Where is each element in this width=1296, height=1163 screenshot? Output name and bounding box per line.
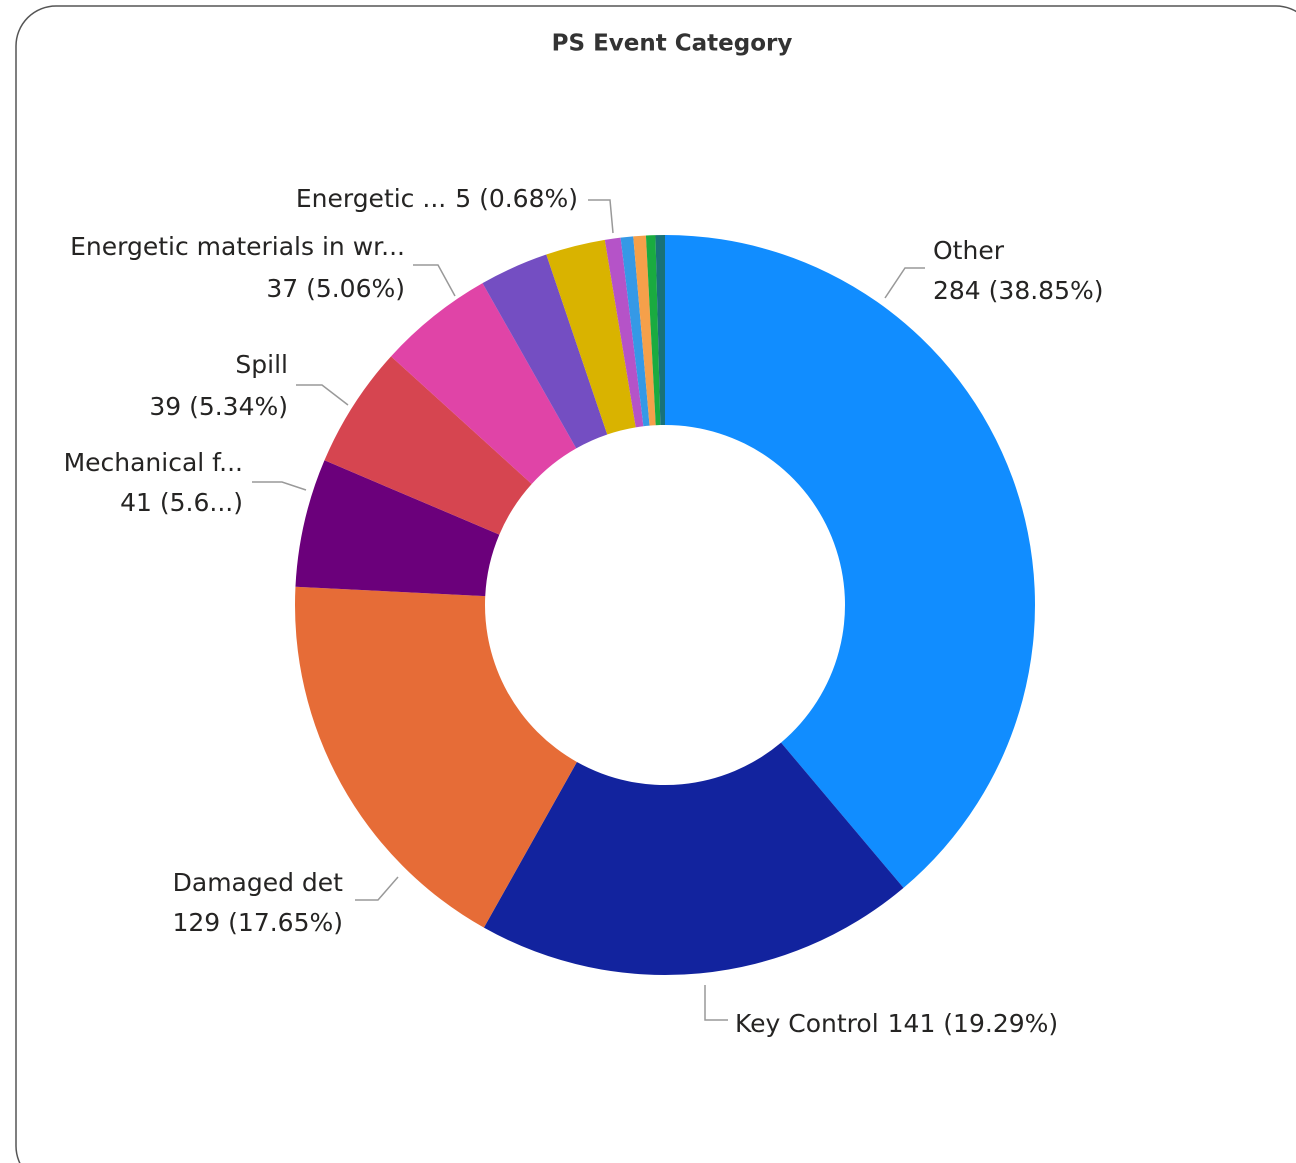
card — [15, 5, 1296, 1163]
value-label: 41 (5.6...) — [120, 488, 243, 517]
chart-title: PS Event Category — [552, 31, 793, 57]
slice — [482, 254, 608, 449]
value-label: 5 (0.68%) — [455, 184, 578, 213]
category-label: Key Control — [735, 1009, 879, 1038]
slice — [295, 586, 577, 928]
value-label: 141 (19.29%) — [888, 1009, 1059, 1038]
category-label: Energetic ... — [296, 184, 446, 213]
leader-line — [296, 384, 349, 406]
leader-line — [355, 876, 399, 901]
leader-line — [413, 264, 456, 297]
leader-line — [588, 199, 614, 234]
slice — [391, 283, 577, 485]
leader-line — [252, 481, 307, 491]
slice — [604, 237, 644, 428]
slice — [546, 239, 636, 435]
value-label: 129 (17.65%) — [173, 908, 344, 937]
category-label: Spill — [235, 350, 288, 379]
slice — [483, 742, 904, 975]
category-label: Energetic materials in wr... — [70, 232, 405, 261]
slice — [633, 235, 656, 426]
slice — [295, 460, 500, 597]
leader-line — [704, 985, 728, 1021]
slice — [324, 356, 532, 535]
leader-line — [884, 267, 925, 299]
slice-label: Key Control 141 (19.29%) — [735, 1009, 1058, 1038]
category-label: Damaged det — [173, 868, 344, 897]
value-label: 39 (5.34%) — [149, 392, 288, 421]
category-label: Other — [933, 236, 1005, 265]
value-label: 284 (38.85%) — [933, 276, 1104, 305]
slice — [655, 235, 665, 426]
value-label: 37 (5.06%) — [266, 274, 405, 303]
slice-label: Energetic ... 5 (0.68%) — [296, 184, 578, 213]
slice — [645, 235, 661, 426]
slice — [620, 236, 650, 427]
slice — [665, 235, 1035, 888]
category-label: Mechanical f... — [64, 448, 243, 477]
